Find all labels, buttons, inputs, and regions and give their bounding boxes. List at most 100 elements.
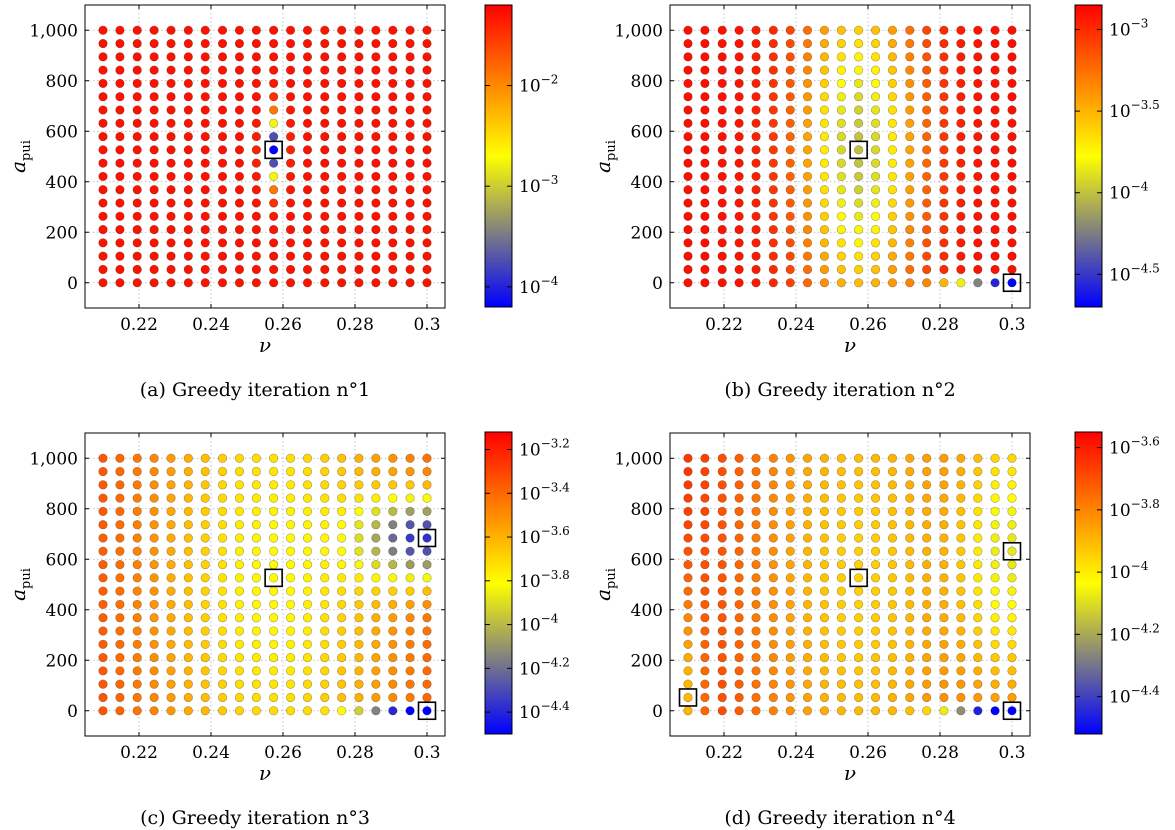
data-point (700, 211, 710, 221)
data-point (751, 224, 761, 235)
data-point (751, 613, 761, 623)
data-point (854, 480, 864, 490)
y-tick-label: 1,000 (29, 21, 78, 41)
data-point (388, 692, 398, 703)
data-point (751, 493, 761, 503)
data-point (836, 466, 846, 477)
data-point (217, 626, 228, 636)
data-point (166, 171, 176, 182)
data-point (388, 480, 398, 490)
data-point (939, 224, 949, 235)
data-point (887, 118, 898, 128)
data-point (734, 626, 744, 636)
data-point (320, 131, 330, 142)
data-point (802, 224, 813, 235)
selected-point-marker (1002, 541, 1022, 561)
data-point (854, 211, 864, 221)
data-point (422, 573, 432, 583)
data-point (200, 251, 210, 261)
data-point (200, 626, 210, 636)
data-point (388, 586, 398, 596)
data-point (854, 251, 864, 261)
data-point (683, 706, 693, 716)
data-point (371, 251, 381, 261)
data-point (251, 453, 261, 463)
data-point (115, 599, 125, 610)
data-point (683, 493, 693, 503)
colorbar-tick-label: 10−3 (1109, 16, 1148, 40)
data-point (700, 506, 710, 517)
data-point (905, 131, 915, 142)
data-point (285, 278, 296, 288)
data-point (700, 493, 710, 503)
data-point (302, 546, 313, 556)
data-point (717, 493, 727, 503)
x-tick-label: 0.26 (264, 743, 302, 763)
data-point (905, 666, 915, 676)
data-point (785, 480, 795, 490)
data-point (320, 224, 330, 235)
data-point (683, 78, 693, 89)
data-point (819, 466, 830, 477)
data-point (887, 78, 898, 89)
data-point (354, 25, 364, 35)
data-point (751, 105, 761, 115)
colorbar-gradient (1074, 4, 1103, 308)
data-point (717, 506, 727, 517)
data-point (905, 706, 915, 716)
data-point (922, 171, 932, 182)
data-point (700, 599, 710, 610)
data-point (700, 171, 710, 182)
data-point (302, 692, 313, 703)
data-point (887, 251, 898, 261)
data-point (234, 251, 245, 261)
data-point (887, 546, 898, 556)
data-point (251, 278, 261, 288)
data-point (405, 639, 415, 649)
data-point (785, 520, 795, 530)
data-point (371, 520, 381, 530)
data-point (320, 171, 330, 182)
data-point (836, 546, 846, 556)
data-point (115, 78, 125, 89)
data-point (973, 599, 983, 610)
data-point (905, 198, 915, 208)
subplot-caption: (c) Greedy iteration n°3 (140, 807, 370, 829)
data-point (990, 158, 1000, 168)
data-point (251, 251, 261, 261)
data-point (956, 185, 966, 195)
data-point (802, 185, 813, 195)
data-point (269, 679, 279, 689)
data-point (683, 211, 693, 221)
data-point (285, 25, 296, 35)
data-point (922, 158, 932, 168)
data-point (166, 278, 176, 288)
data-point (200, 480, 210, 490)
data-point (388, 131, 398, 142)
data-point (1007, 613, 1017, 623)
data-point (939, 666, 949, 676)
data-point (200, 185, 210, 195)
data-point (354, 652, 364, 663)
data-point (200, 145, 210, 155)
data-point (320, 599, 330, 610)
data-point (922, 466, 932, 477)
data-point (802, 626, 813, 636)
data-point (973, 480, 983, 490)
data-point (717, 626, 727, 636)
data-point (887, 466, 898, 477)
data-point (956, 25, 966, 35)
data-point (115, 533, 125, 543)
data-point (422, 251, 432, 261)
data-point (98, 185, 108, 195)
data-point (939, 131, 949, 142)
plot-frame (84, 4, 446, 309)
data-point (115, 613, 125, 623)
data-point (870, 599, 881, 610)
subplot-4: 0.22 0.24 0.26 0.28 0.302004006008001,000νap… (591, 431, 1160, 829)
data-point (337, 533, 347, 543)
data-point (285, 692, 296, 703)
data-point (922, 52, 932, 62)
data-point (251, 211, 261, 221)
data-point (234, 586, 245, 596)
